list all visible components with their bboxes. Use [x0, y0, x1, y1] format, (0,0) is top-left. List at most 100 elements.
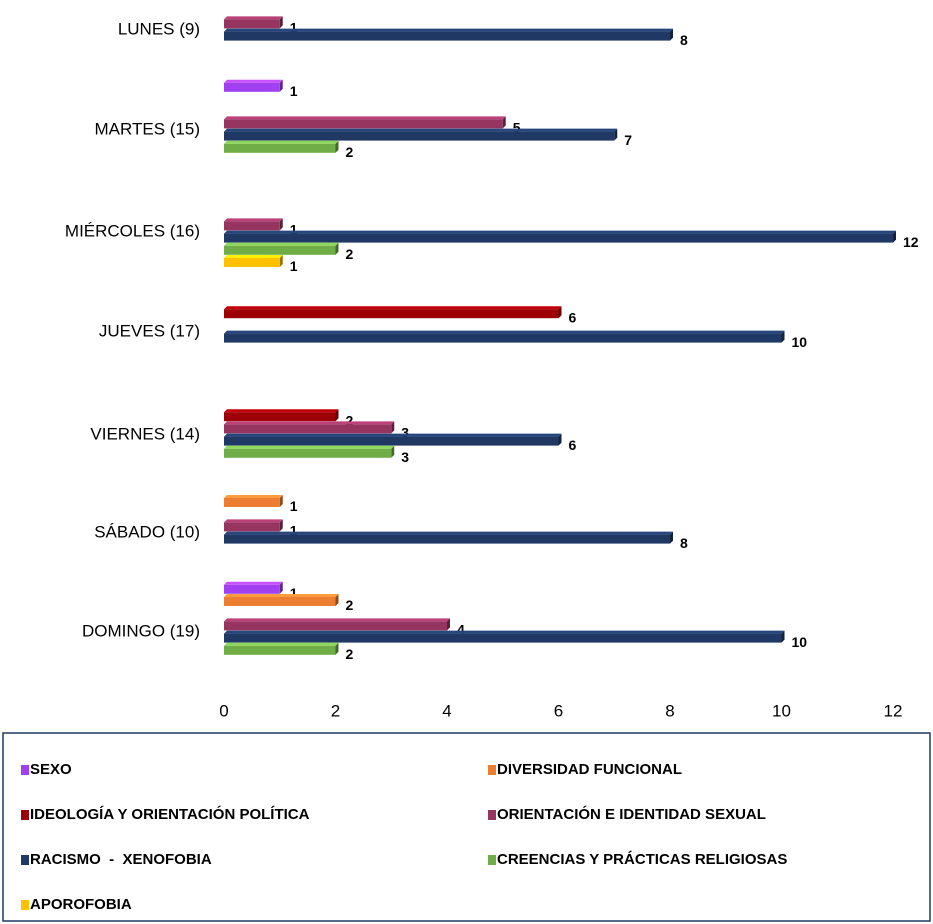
value-label: 1 [290, 498, 298, 514]
bar [224, 333, 782, 343]
bar-top [224, 306, 562, 310]
bar [224, 258, 280, 267]
bar-top [224, 330, 785, 334]
bar [224, 82, 280, 92]
value-label: 2 [346, 144, 354, 160]
bar-top [224, 16, 283, 20]
bar [224, 498, 280, 507]
value-label: 8 [680, 535, 688, 551]
bar-side [279, 581, 283, 594]
bar-top [224, 630, 785, 634]
bar-side [447, 618, 450, 631]
bar-top [224, 242, 339, 246]
value-label: 3 [401, 449, 409, 465]
bar [224, 633, 782, 643]
y-tick-label: JUEVES (17) [99, 321, 200, 340]
bar [224, 621, 447, 631]
bar-side [279, 16, 283, 29]
bar-side [279, 495, 283, 507]
value-label: 7 [624, 132, 632, 148]
bar [224, 424, 392, 434]
bar-side [279, 79, 283, 92]
value-label: 6 [569, 437, 577, 453]
x-tick-label: 12 [884, 701, 903, 720]
legend-swatch [21, 765, 29, 775]
value-label: 5 [513, 120, 521, 136]
value-label: 12 [903, 234, 919, 250]
y-tick-label: MARTES (15) [95, 119, 201, 138]
bar-top [224, 128, 618, 132]
y-tick-label: MIÉRCOLES (16) [65, 221, 200, 240]
x-tick-label: 2 [331, 701, 340, 720]
bar-top [224, 445, 395, 449]
value-label: 10 [792, 634, 808, 650]
bar-side [335, 140, 339, 153]
bar [224, 31, 670, 41]
bar-side [391, 421, 395, 434]
y-tick-label: DOMINGO (19) [82, 621, 200, 640]
legend-label: DIVERSIDAD FUNCIONAL [497, 761, 682, 778]
legend-label: CREENCIAS Y PRÁCTICAS RELIGIOSAS [497, 851, 787, 868]
legend-swatch [488, 855, 496, 865]
bar-side [391, 445, 395, 458]
value-label: 3 [401, 425, 409, 441]
bar-side [279, 519, 283, 532]
bar-side [614, 128, 618, 141]
bar-side [781, 330, 785, 343]
y-tick-label: LUNES (9) [118, 19, 200, 38]
bar-side [335, 242, 339, 255]
bar [224, 597, 336, 606]
bar-top [224, 116, 506, 120]
legend-label: RACISMO - XENOFOBIA [30, 851, 212, 868]
bar [224, 534, 670, 544]
bar-top [224, 618, 450, 622]
bar-top [224, 531, 673, 535]
x-tick-label: 0 [219, 701, 228, 720]
bar-top [224, 230, 896, 234]
bar-top [224, 409, 339, 413]
bar-side [335, 642, 339, 655]
bar-top [224, 79, 283, 83]
bar-top [224, 28, 673, 32]
bar-side [558, 306, 562, 319]
bar [224, 412, 336, 422]
value-label: 2 [346, 597, 354, 613]
legend-label: ORIENTACIÓN E IDENTIDAD SEXUAL [497, 805, 766, 823]
value-label: 1 [290, 258, 298, 274]
bar [224, 221, 280, 231]
bar [224, 436, 559, 446]
bar-side [893, 230, 896, 243]
value-label: 10 [792, 334, 808, 350]
x-tick-label: 4 [442, 701, 451, 720]
y-tick-label: SÁBADO (10) [94, 522, 200, 541]
y-tick-label: VIERNES (14) [90, 424, 200, 443]
value-label: 2 [346, 246, 354, 262]
legend-swatch [488, 810, 496, 820]
legend-label: SEXO [30, 761, 72, 778]
bar-side [279, 218, 283, 231]
value-label: 1 [290, 222, 298, 238]
bar [224, 233, 893, 243]
bar-top [224, 519, 283, 523]
x-tick-label: 10 [772, 701, 791, 720]
legend-box [2, 732, 931, 922]
value-label: 1 [290, 83, 298, 99]
bar [224, 448, 392, 458]
x-tick-label: 6 [554, 701, 563, 720]
bar-side [335, 409, 339, 422]
bar-top [224, 495, 283, 498]
bar [224, 309, 559, 319]
bar-side [335, 594, 339, 606]
legend-swatch [21, 810, 29, 820]
bar-top [224, 140, 339, 144]
bar-side [502, 116, 506, 129]
value-label: 1 [290, 20, 298, 36]
legend-swatch [21, 900, 29, 910]
x-tick-label: 8 [665, 701, 674, 720]
bar-side [558, 433, 562, 446]
bar-side [670, 28, 673, 41]
bar-top [224, 218, 283, 222]
bar-top [224, 642, 339, 646]
legend-label: IDEOLOGÍA Y ORIENTACIÓN POLÍTICA [30, 805, 310, 823]
value-label: 4 [457, 622, 465, 638]
